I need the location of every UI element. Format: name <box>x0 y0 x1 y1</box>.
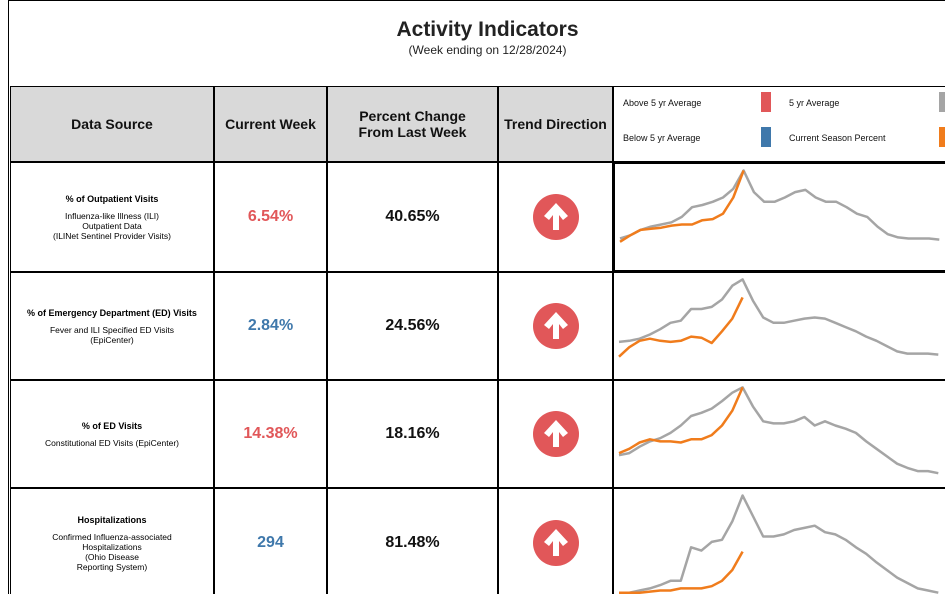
title: Activity Indicators <box>396 18 579 41</box>
frame <box>8 0 945 594</box>
sparkline <box>618 386 939 475</box>
five-year-line <box>618 386 939 475</box>
change-value: 81.48% <box>385 534 440 551</box>
current-week: 2.84% <box>214 272 327 380</box>
column-header-text: Data Source <box>71 116 153 132</box>
source-detail: (EpiCenter) <box>90 334 134 345</box>
trend-direction <box>498 380 613 488</box>
legend-label: Below 5 yr Average <box>623 133 701 143</box>
current-value: 14.38% <box>243 425 298 442</box>
source-title: % of Outpatient Visits <box>65 193 159 204</box>
source-detail: (Ohio Disease <box>85 551 139 562</box>
trend-chart <box>613 272 945 380</box>
trend-arrow <box>543 312 568 339</box>
trend-arrow <box>543 420 568 447</box>
data-source: % of Outpatient Visits Influenza-like Ill… <box>10 162 214 272</box>
current-season-line <box>618 296 744 358</box>
change-value: 24.56% <box>385 317 440 334</box>
current-week: 294 <box>214 488 327 594</box>
data-source: Hospitalizations Confirmed Influenza-asso… <box>10 488 214 594</box>
column-header-text: Current Week <box>225 116 316 132</box>
legend-label: Above 5 yr Average <box>623 98 702 108</box>
trend-chart <box>613 162 945 272</box>
source-detail: Hospitalizations <box>82 541 142 552</box>
source-detail: Outpatient Data <box>82 220 142 231</box>
source-detail: Reporting System) <box>76 561 148 572</box>
source-detail: Constitutional ED Visits (EpiCenter) <box>44 437 179 448</box>
column-header: Percent Change From Last Week <box>327 86 498 162</box>
percent-change: 40.65% <box>327 162 498 272</box>
percent-change: 24.56% <box>327 272 498 380</box>
column-header: Current Week <box>214 86 327 162</box>
sparkline <box>618 278 939 358</box>
data-source: % of ED Visits Constitutional ED Visits (… <box>10 380 214 488</box>
data-source: % of Emergency Department (ED) Visits Fev… <box>10 272 214 380</box>
legend-swatch <box>939 92 945 112</box>
five-year-line <box>619 169 940 241</box>
five-year-line <box>618 278 939 356</box>
column-header: Trend Direction <box>498 86 613 162</box>
sparkline <box>619 494 939 594</box>
five-year-line <box>619 494 939 594</box>
trend-icon <box>532 411 579 457</box>
source-detail: Confirmed Influenza-associated <box>52 531 172 542</box>
current-season-line <box>618 386 744 455</box>
column-header-text: Percent Change From Last Week <box>358 108 467 140</box>
trend-direction <box>498 272 613 380</box>
trend-arrow <box>543 529 568 556</box>
source-title: % of ED Visits <box>81 420 143 431</box>
legend-label: 5 yr Average <box>789 98 840 108</box>
column-header-text: Trend Direction <box>504 116 607 132</box>
source-detail: Influenza-like Illness (ILI) <box>64 210 159 221</box>
subtitle: (Week ending on 12/28/2024) <box>408 43 567 57</box>
source-title: % of Emergency Department (ED) Visits <box>27 307 197 318</box>
legend-swatch <box>939 127 945 147</box>
legend: Above 5 yr Average 5 yr Average Below 5 yr… <box>613 86 945 162</box>
trend-chart <box>613 488 945 594</box>
current-value: 294 <box>257 534 284 551</box>
current-season-line <box>619 170 745 243</box>
source-title: Hospitalizations <box>77 514 147 525</box>
current-week: 14.38% <box>214 380 327 488</box>
current-value: 6.54% <box>247 208 294 225</box>
change-value: 18.16% <box>385 425 440 442</box>
trend-icon <box>532 520 579 566</box>
trend-icon <box>532 303 579 349</box>
change-value: 40.65% <box>385 208 440 225</box>
column-header: Data Source <box>10 86 214 162</box>
percent-change: 81.48% <box>327 488 498 594</box>
legend-swatch <box>761 92 771 112</box>
trend-arrow <box>543 203 568 230</box>
trend-chart <box>613 380 945 488</box>
current-value: 2.84% <box>247 317 294 334</box>
trend-direction <box>498 162 613 272</box>
current-season-line <box>619 550 744 594</box>
legend-label: Current Season Percent <box>789 133 886 143</box>
legend-swatch <box>761 127 771 147</box>
sparkline <box>619 169 940 243</box>
source-detail: (ILINet Sentinel Provider Visits) <box>53 230 171 241</box>
percent-change: 18.16% <box>327 380 498 488</box>
current-week: 6.54% <box>214 162 327 272</box>
trend-icon <box>532 194 579 240</box>
trend-direction <box>498 488 613 594</box>
source-detail: Fever and ILI Specified ED Visits <box>49 324 175 335</box>
